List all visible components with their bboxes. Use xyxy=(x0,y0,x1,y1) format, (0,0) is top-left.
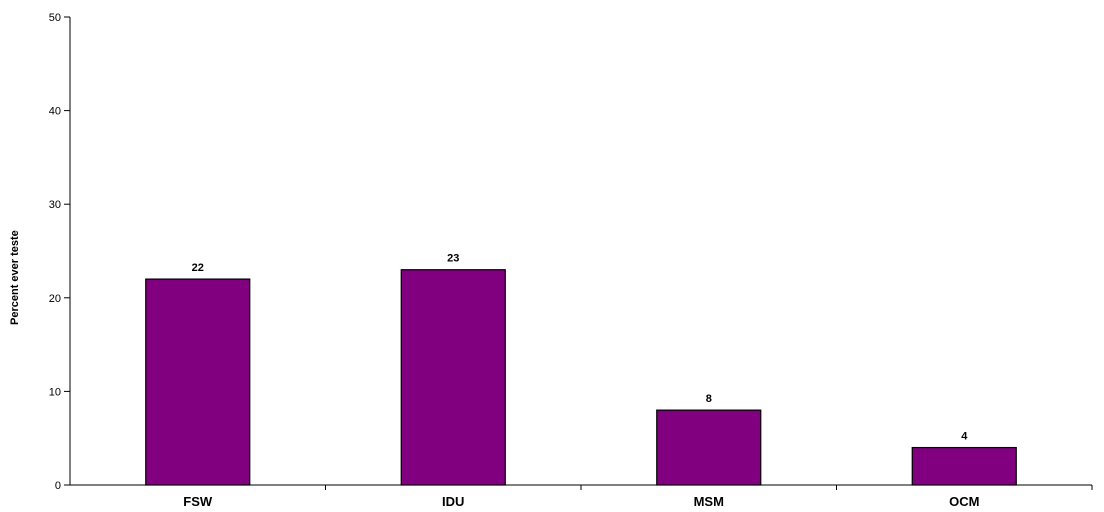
y-tick-label: 20 xyxy=(49,293,61,305)
bar xyxy=(400,269,506,486)
y-tick-label: 30 xyxy=(49,199,61,211)
plot-area: 0 10 20 30 40 50 22 FSW 23 IDU 8 MSM 4 OCM xyxy=(49,12,1093,509)
y-tick-label: 0 xyxy=(55,480,61,492)
bar xyxy=(656,409,762,486)
data-label: 4 xyxy=(961,431,968,443)
y-tick-label: 40 xyxy=(49,106,61,118)
bar xyxy=(145,278,251,486)
x-category-label: MSM xyxy=(694,494,724,509)
x-category-label: IDU xyxy=(442,494,464,509)
data-label: 23 xyxy=(447,253,459,265)
data-label: 22 xyxy=(192,262,204,274)
y-tick-label: 10 xyxy=(49,386,61,398)
y-axis-title: Percent ever teste xyxy=(9,230,21,325)
bar xyxy=(911,446,1017,486)
x-category-label: OCM xyxy=(949,494,979,509)
y-tick-label: 50 xyxy=(49,12,61,24)
data-label: 8 xyxy=(706,393,712,405)
x-category-label: FSW xyxy=(183,494,213,509)
